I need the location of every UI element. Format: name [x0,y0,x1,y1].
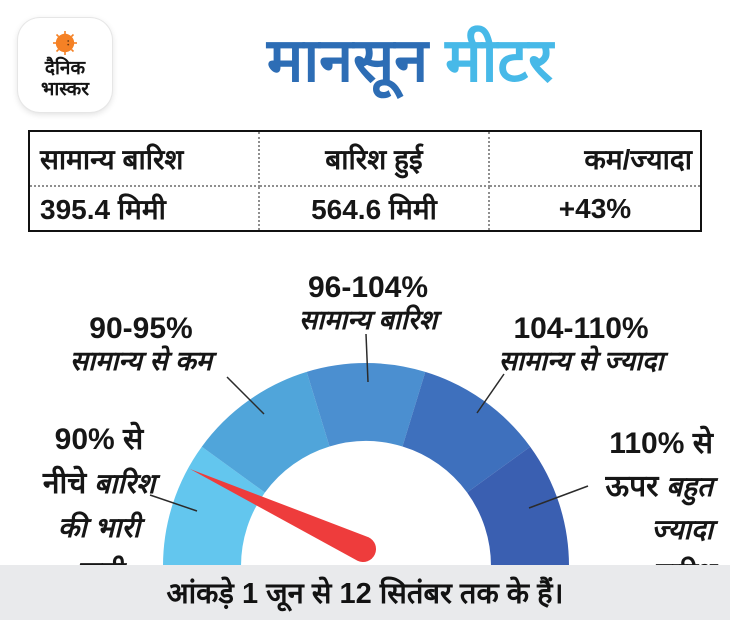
table-header-difference: कम/ज्यादा [490,132,700,187]
gauge-segment-96-104 [306,363,426,447]
logo-text-line2: भास्कर [40,79,90,100]
table-value-actual-rain: 564.6 मिमी [260,187,490,230]
label-96-104: 96-104% सामान्य बारिश [278,272,458,336]
table-header-actual-rain: बारिश हुई [260,132,490,187]
label-104-110-desc: सामान्य से ज्यादा [498,346,664,376]
table-value-normal-rain: 395.4 मिमी [30,187,260,230]
label-above-110-bold-a: 110% से [609,427,713,460]
label-above-110-italic-b: बहुत [658,471,713,502]
label-90-95: 90-95% सामान्य से कम [51,313,231,377]
gauge-segment-104-110 [402,371,531,493]
footer-note-bar: आंकड़े 1 जून से 12 सितंबर तक के हैं। [0,565,730,620]
label-below-90-bold-a: 90% से [54,423,144,456]
footer-note-text: आंकड़े 1 जून से 12 सितंबर तक के हैं। [166,578,564,610]
label-below-90-italic-b: बारिश [86,468,156,499]
dainik-bhaskar-logo: दैनिक भास्कर [18,18,112,112]
page-title: मानसून मीटर [90,14,730,106]
table-header-normal-rain: सामान्य बारिश [30,132,260,187]
label-96-104-range: 96-104% [307,271,429,304]
label-90-95-range: 90-95% [89,312,193,345]
sun-icon [53,31,77,55]
label-below-90-bold-b: नीचे [42,467,87,500]
label-96-104-desc: सामान्य बारिश [298,305,438,335]
title-word-meter: मीटर [445,26,554,94]
gauge-segment-90-95 [201,371,330,493]
gauge-segment-above-110 [467,446,569,566]
table-value-difference: +43% [558,192,632,224]
label-above-110-bold-b: ऊपर [605,470,659,503]
title-word-monsoon: मानसून [266,26,429,94]
gauge-needle [190,469,377,563]
label-104-110: 104-110% सामान्य से ज्यादा [491,313,671,377]
label-90-95-desc: सामान्य से कम [69,346,213,376]
monsoon-gauge [163,363,569,566]
label-104-110-range: 104-110% [513,312,649,345]
gauge-segment-below-90 [163,446,265,566]
rainfall-summary-table: सामान्य बारिश बारिश हुई कम/ज्यादा 395.4 … [28,130,702,232]
logo-text-line1: दैनिक [44,58,86,79]
